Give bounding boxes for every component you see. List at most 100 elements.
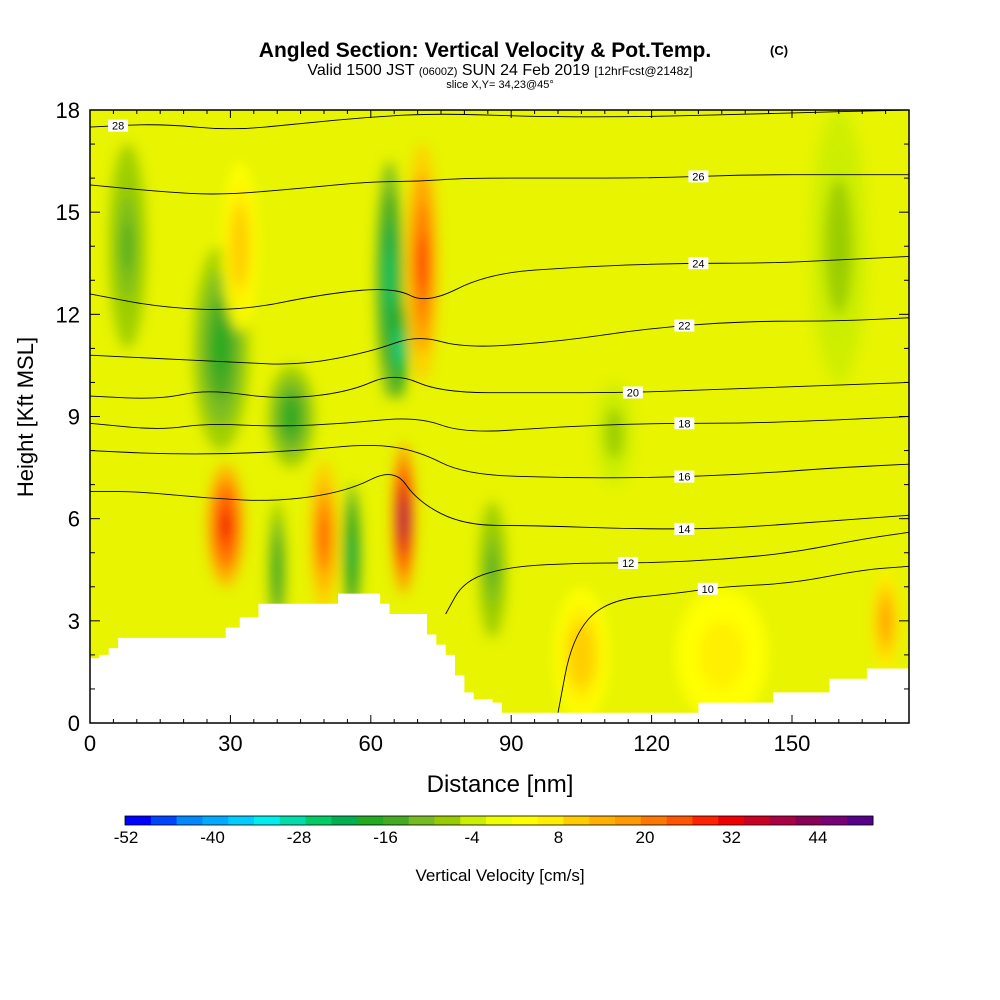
isentrope-20 <box>90 376 909 399</box>
x-tick-label-30: 30 <box>218 731 242 756</box>
colorbar-tick-label--28: -28 <box>287 828 312 847</box>
y-tick-label-12: 12 <box>56 302 80 327</box>
colorbar-swatch-8 <box>331 816 358 825</box>
colorbar-swatch-14 <box>486 816 513 825</box>
isentrope-22 <box>90 317 909 365</box>
velocity-cell-5 <box>389 297 409 400</box>
subtitle-utc: (0600Z) <box>419 66 458 78</box>
isentrope-label-20: 20 <box>627 387 639 399</box>
y-axis-label: Height [Kft MSL] <box>13 337 38 497</box>
colorbar-swatch-6 <box>279 816 307 825</box>
isentrope-label-24: 24 <box>692 258 704 270</box>
y-tick-label-9: 9 <box>68 405 80 430</box>
velocity-cell-6 <box>267 501 287 638</box>
isentrope-label-bg-20 <box>622 386 643 399</box>
y-tick-label-0: 0 <box>68 711 80 736</box>
isentrope-24 <box>90 255 909 310</box>
colorbar-swatch-0 <box>125 816 152 825</box>
isentrope-label-bg-14 <box>674 522 695 535</box>
chart-title: Angled Section: Vertical Velocity & Pot.… <box>259 39 711 62</box>
colorbar-swatch-10 <box>382 816 410 825</box>
axes: 0 30 60 90 120 150 0 3 6 9 12 15 18 <box>56 98 909 756</box>
colorbar-tick-label-44: 44 <box>809 828 828 847</box>
colorbar-tick-label-20: 20 <box>636 828 655 847</box>
velocity-cell-0 <box>207 464 245 587</box>
colorbar-swatch-26 <box>795 816 822 825</box>
velocity-cell-13 <box>675 586 769 723</box>
isentrope-28 <box>90 110 909 130</box>
colorbar: -52 -40 -28 -16 -4 8 20 32 44 <box>114 815 874 847</box>
velocity-cell-1 <box>309 460 339 611</box>
colorbar-swatch-5 <box>253 816 281 825</box>
isentrope-label-bg-22 <box>674 319 695 332</box>
y-tick-label-3: 3 <box>68 609 80 634</box>
colorbar-tick-label-32: 32 <box>722 828 741 847</box>
colorbar-tick-label--40: -40 <box>200 828 225 847</box>
velocity-cell-14 <box>871 569 900 672</box>
velocity-cell-7 <box>342 484 362 621</box>
x-tick-label-0: 0 <box>84 731 96 756</box>
isentrope-14 <box>90 474 909 530</box>
x-tick-label-60: 60 <box>359 731 383 756</box>
colorbar-swatch-17 <box>563 816 590 825</box>
isentrope-label-bg-16 <box>674 470 695 483</box>
isentrope-label-18: 18 <box>678 418 690 430</box>
colorbar-swatch-13 <box>460 816 487 825</box>
colorbar-swatch-16 <box>537 816 564 825</box>
isentrope-18 <box>90 416 909 432</box>
velocity-cell-16 <box>221 161 259 332</box>
potential-temperature-contours: 10 12 14 16 18 20 22 24 26 28 <box>90 110 909 713</box>
colorbar-swatch-19 <box>615 816 642 825</box>
isentrope-16 <box>90 444 909 479</box>
colorbar-swatch-1 <box>150 816 178 825</box>
velocity-cell-17 <box>595 382 633 485</box>
colorbar-swatch-24 <box>744 816 771 825</box>
isentrope-label-bg-10 <box>697 582 718 595</box>
isentrope-label-26: 26 <box>692 171 704 183</box>
isentrope-12 <box>445 531 909 615</box>
isentrope-label-28: 28 <box>112 121 124 133</box>
colorbar-swatch-3 <box>202 816 229 825</box>
isentrope-label-bg-12 <box>618 556 639 569</box>
x-axis-label: Distance [nm] <box>427 771 574 798</box>
velocity-cell-11 <box>478 501 507 638</box>
isentrope-26 <box>90 174 909 195</box>
velocity-cell-15 <box>810 110 867 383</box>
x-tick-label-150: 150 <box>774 731 811 756</box>
isentrope-label-bg-18 <box>674 417 695 430</box>
isentrope-label-14: 14 <box>678 524 690 536</box>
colorbar-swatch-25 <box>769 816 797 825</box>
y-tick-label-6: 6 <box>68 507 80 532</box>
colorbar-tick-label-8: 8 <box>554 828 563 847</box>
colorbar-swatch-7 <box>305 816 332 825</box>
colorbar-swatch-15 <box>511 816 539 825</box>
colorbar-swatch-21 <box>666 816 693 825</box>
isentrope-label-22: 22 <box>678 321 690 333</box>
isentrope-label-bg-28 <box>108 119 129 132</box>
velocity-cell-10 <box>108 144 147 349</box>
colorbar-tick-label--52: -52 <box>114 828 139 847</box>
colorbar-swatch-12 <box>434 816 461 825</box>
chart-slice-info: slice X,Y= 34,23@45° <box>446 79 554 91</box>
colorbar-swatch-2 <box>176 816 203 825</box>
x-tick-label-120: 120 <box>633 731 670 756</box>
terrain-mask <box>90 593 909 723</box>
velocity-cell-12 <box>553 586 610 723</box>
isentrope-label-10: 10 <box>702 584 714 596</box>
chart-subtitle: Valid 1500 JST (0600Z) SUN 24 Feb 2019 [… <box>307 62 692 79</box>
subtitle-valid: Valid 1500 JST <box>307 62 415 79</box>
isentrope-label-bg-26 <box>688 170 709 183</box>
isentrope-label-12: 12 <box>622 558 634 570</box>
y-tick-label-15: 15 <box>56 200 80 225</box>
isentrope-label-bg-24 <box>688 257 709 270</box>
velocity-field <box>90 110 909 723</box>
chart-title-unit: (C) <box>770 43 788 58</box>
y-tick-label-18: 18 <box>56 98 80 123</box>
x-tick-label-90: 90 <box>499 731 523 756</box>
subtitle-forecast: [12hrFcst@2148z] <box>594 64 692 78</box>
colorbar-label: Vertical Velocity [cm/s] <box>415 866 584 885</box>
colorbar-swatch-18 <box>589 816 616 825</box>
colorbar-swatch-11 <box>408 816 436 825</box>
colorbar-tick-label--16: -16 <box>373 828 398 847</box>
colorbar-swatch-9 <box>357 816 384 825</box>
